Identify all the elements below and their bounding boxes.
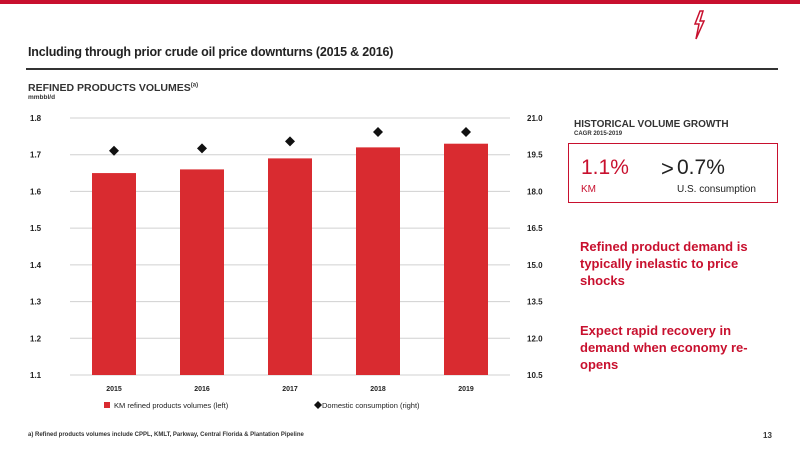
left-tick-label: 1.7 xyxy=(30,151,42,160)
consumption-marker-2019 xyxy=(461,127,471,138)
left-tick-label: 1.5 xyxy=(30,224,42,233)
greater-than-sign: > xyxy=(661,156,674,181)
growth-title: HISTORICAL VOLUME GROWTH xyxy=(574,119,729,130)
takeaway-rapid-recovery: Expect rapid recovery in demand when eco… xyxy=(580,323,748,372)
consumption-marker-2016 xyxy=(197,143,207,154)
chart-unit: mmbbl/d xyxy=(28,94,56,101)
right-tick-label: 16.5 xyxy=(527,224,543,233)
bar-2016 xyxy=(180,169,224,375)
growth-subtitle: CAGR 2015-2019 xyxy=(574,131,623,137)
header-divider xyxy=(26,68,778,70)
consumption-marker-2015 xyxy=(109,145,119,156)
left-tick-label: 1.1 xyxy=(30,371,42,380)
bar-2019 xyxy=(444,143,488,375)
right-tick-label: 12.0 xyxy=(527,334,543,343)
right-tick-label: 18.0 xyxy=(527,187,543,196)
right-tick-label: 10.5 xyxy=(527,371,543,380)
x-tick-label: 2019 xyxy=(458,386,474,393)
consumption-marker-2018 xyxy=(373,127,383,138)
left-tick-label: 1.8 xyxy=(30,114,42,123)
legend-bar-swatch xyxy=(104,402,110,408)
page-number: 13 xyxy=(763,431,772,440)
x-tick-label: 2017 xyxy=(282,386,298,393)
growth-box: 1.1% KM > 0.7% U.S. consumption xyxy=(568,143,778,203)
footnote: a) Refined products volumes include CPPL… xyxy=(28,432,304,438)
left-tick-label: 1.2 xyxy=(30,334,42,343)
legend-marker-swatch xyxy=(314,401,322,409)
takeaway-demand-inelastic: Refined product demand is typically inel… xyxy=(580,239,748,288)
left-tick-label: 1.4 xyxy=(30,261,42,270)
x-tick-label: 2018 xyxy=(370,386,386,393)
chart-title-footnote-mark: (a) xyxy=(190,82,199,89)
x-tick-label: 2015 xyxy=(106,386,122,393)
slide-subtitle: Including through prior crude oil price … xyxy=(28,45,394,59)
left-tick-label: 1.6 xyxy=(30,187,42,196)
bar-2015 xyxy=(92,173,136,375)
x-tick-label: 2016 xyxy=(194,386,210,393)
us-growth-label: U.S. consumption xyxy=(677,184,756,195)
right-tick-label: 19.5 xyxy=(527,151,543,160)
bar-2018 xyxy=(356,147,400,375)
chart-title: REFINED PRODUCTS VOLUMES(a) xyxy=(28,82,198,94)
legend-marker-label: Domestic consumption (right) xyxy=(322,401,420,410)
right-tick-label: 15.0 xyxy=(527,261,543,270)
company-logo-icon xyxy=(693,10,706,40)
left-tick-label: 1.3 xyxy=(30,298,42,307)
km-growth-label: KM xyxy=(581,184,596,195)
right-tick-label: 13.5 xyxy=(527,298,543,307)
us-growth-value: 0.7% xyxy=(677,156,725,179)
bar-2017 xyxy=(268,158,312,375)
top-accent-bar xyxy=(0,0,800,4)
legend-bar-label: KM refined products volumes (left) xyxy=(114,401,229,410)
right-tick-label: 21.0 xyxy=(527,114,543,123)
consumption-marker-2017 xyxy=(285,136,295,147)
chart-title-text: REFINED PRODUCTS VOLUMES xyxy=(28,82,191,94)
km-growth-value: 1.1% xyxy=(581,156,629,179)
refined-products-chart: 1.8 21.0 1.7 19.5 1.6 18.0 1.5 16.5 1.4 15.0 1.3 13… xyxy=(30,114,543,410)
